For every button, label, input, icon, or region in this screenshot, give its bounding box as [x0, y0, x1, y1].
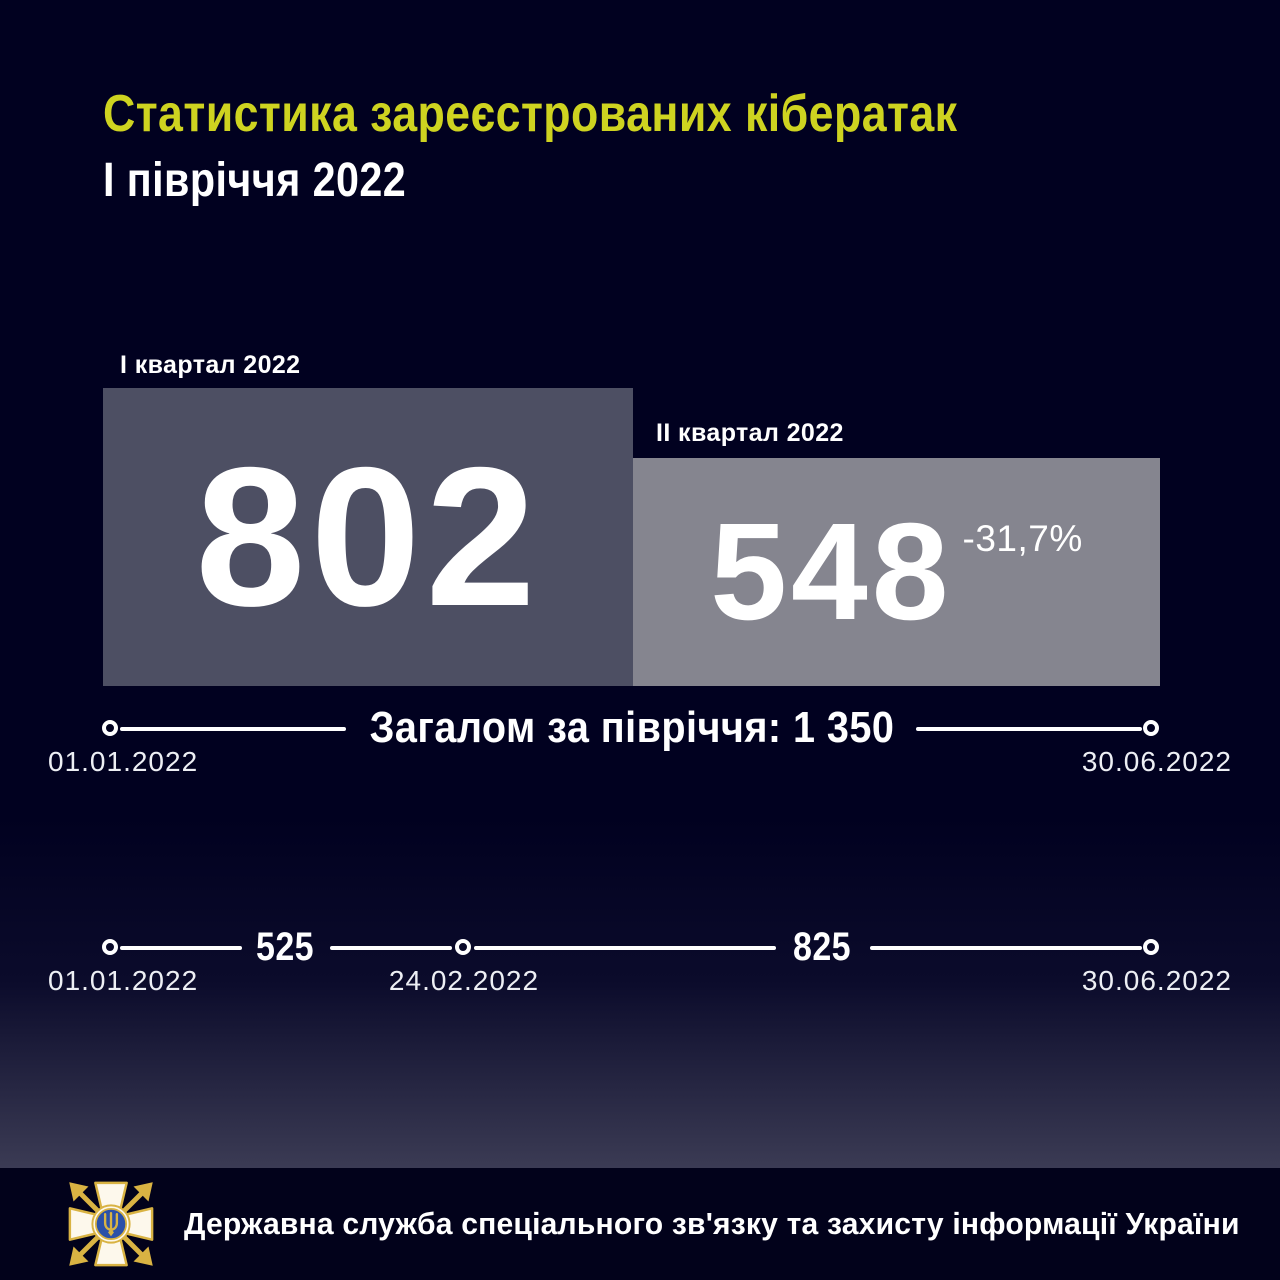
timeline-split-line-2 — [330, 946, 452, 950]
timeline-split-value-first: 525 — [255, 925, 315, 969]
quarter2-value: 548 — [710, 495, 953, 649]
quarter2-change-badge: -31,7% — [962, 518, 1083, 559]
timeline-total-line-right — [916, 727, 1142, 731]
timeline-split-value-second: 825 — [792, 925, 852, 969]
footer-organization-name: Державна служба спеціального зв'язку та … — [184, 1206, 1240, 1241]
timeline-split-end-dot — [1143, 939, 1159, 955]
timeline-total-end-dot — [1143, 720, 1159, 736]
timeline-total-end-date: 30.06.2022 — [1081, 746, 1232, 777]
timeline-split-line-3 — [474, 946, 776, 950]
timeline-split-mid-dot — [455, 939, 471, 955]
quarter1-bar: 802 — [103, 388, 633, 686]
footer-bar: Державна служба спеціального зв'язку та … — [0, 1168, 1280, 1280]
sssc-ukraine-emblem-icon — [68, 1181, 154, 1267]
timeline-split-start-date: 01.01.2022 — [48, 965, 199, 996]
timeline-split-line-4 — [870, 946, 1142, 950]
timeline-total-label: Загалом за півріччя: 1 350 — [369, 703, 895, 752]
page-subtitle: І півріччя 2022 — [103, 154, 407, 207]
timeline-split-start-dot — [102, 939, 118, 955]
timeline-total-start-date: 01.01.2022 — [48, 746, 199, 777]
quarter2-bar: 548 -31,7% — [633, 458, 1160, 686]
page-title: Статистика зареєстрованих кібератак — [103, 85, 958, 143]
timeline-split-mid-date: 24.02.2022 — [388, 965, 540, 996]
quarter1-label: І квартал 2022 — [120, 351, 301, 379]
quarter2-label: ІІ квартал 2022 — [656, 419, 844, 447]
timeline-split-end-date: 30.06.2022 — [1081, 965, 1232, 996]
timeline-total-start-dot — [102, 720, 118, 736]
quarter1-value: 802 — [195, 426, 541, 647]
timeline-split-line-1 — [120, 946, 242, 950]
timeline-total-line-left — [120, 727, 346, 731]
